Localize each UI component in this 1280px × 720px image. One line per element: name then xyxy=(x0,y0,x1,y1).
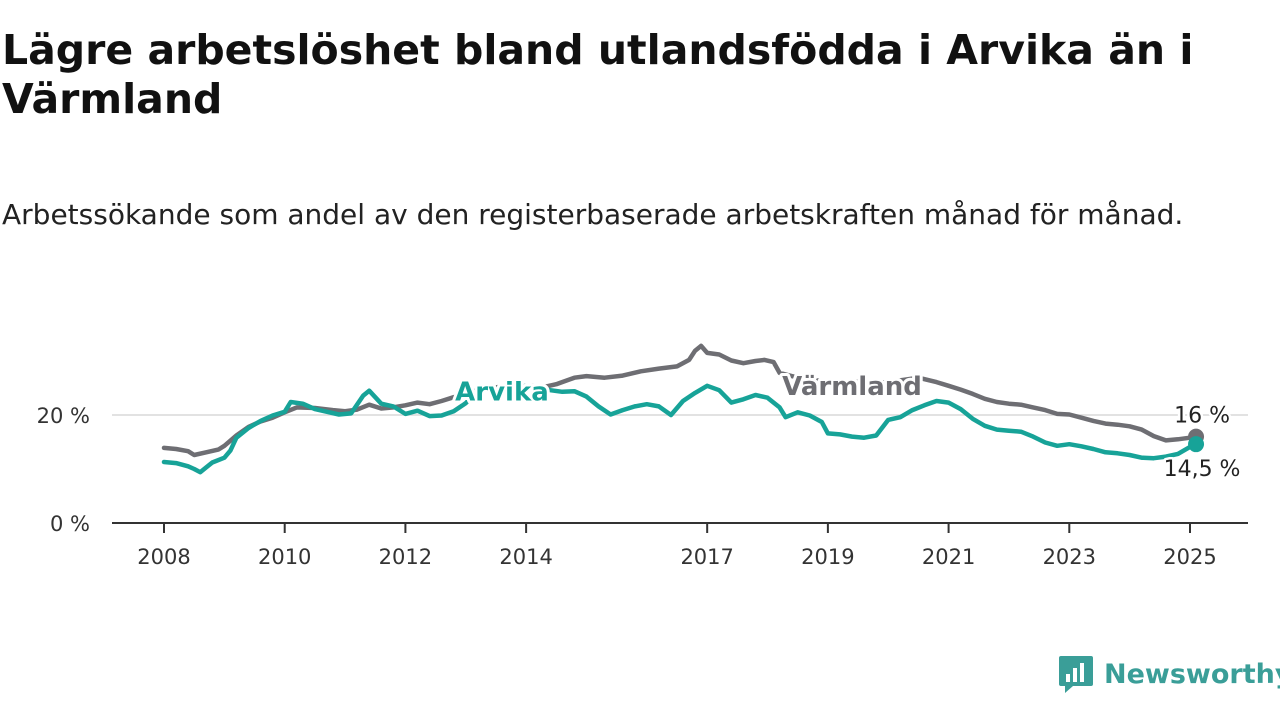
x-tick-label: 2014 xyxy=(499,545,552,569)
chart-subtitle: Arbetssökande som andel av den registerb… xyxy=(2,198,1184,231)
x-tick-label: 2023 xyxy=(1043,545,1096,569)
end-marker-arvika xyxy=(1188,436,1205,453)
end-label-arvika: 14,5 % xyxy=(1164,457,1241,482)
brand-name: Newsworthy xyxy=(1104,658,1280,690)
x-tick-label: 2010 xyxy=(258,545,311,569)
y-tick-label: 20 % xyxy=(37,404,90,428)
series-label-arvika: Arvika xyxy=(455,377,549,407)
x-tick-label: 2025 xyxy=(1163,545,1216,569)
end-label-värmland: 16 % xyxy=(1174,404,1230,429)
series-labels: Arvika Värmland xyxy=(452,369,925,410)
newsworthy-logo-icon xyxy=(1059,656,1093,693)
chart-title: Lägre arbetslöshet bland utlandsfödda i … xyxy=(2,26,1194,123)
series-label-värmland: Värmland xyxy=(782,372,922,402)
x-tick-label: 2019 xyxy=(801,545,854,569)
x-tick-label: 2012 xyxy=(379,545,432,569)
x-axis-ticks: 2008 2010 2012 2014 2017 2019 2021 2023 2025 xyxy=(137,523,1217,569)
y-axis-ticks: 0 % 20 % xyxy=(37,404,90,536)
newsworthy-brand: Newsworthy xyxy=(1058,652,1280,696)
x-tick-label: 2008 xyxy=(137,545,190,569)
x-tick-label: 2021 xyxy=(922,545,975,569)
y-tick-label: 0 % xyxy=(50,512,90,536)
x-tick-label: 2017 xyxy=(680,545,733,569)
series-line-värmland xyxy=(161,343,1199,458)
series-lines xyxy=(161,343,1199,475)
end-markers: 16 % 14,5 % xyxy=(1161,401,1243,485)
series-line-arvika xyxy=(161,383,1199,475)
